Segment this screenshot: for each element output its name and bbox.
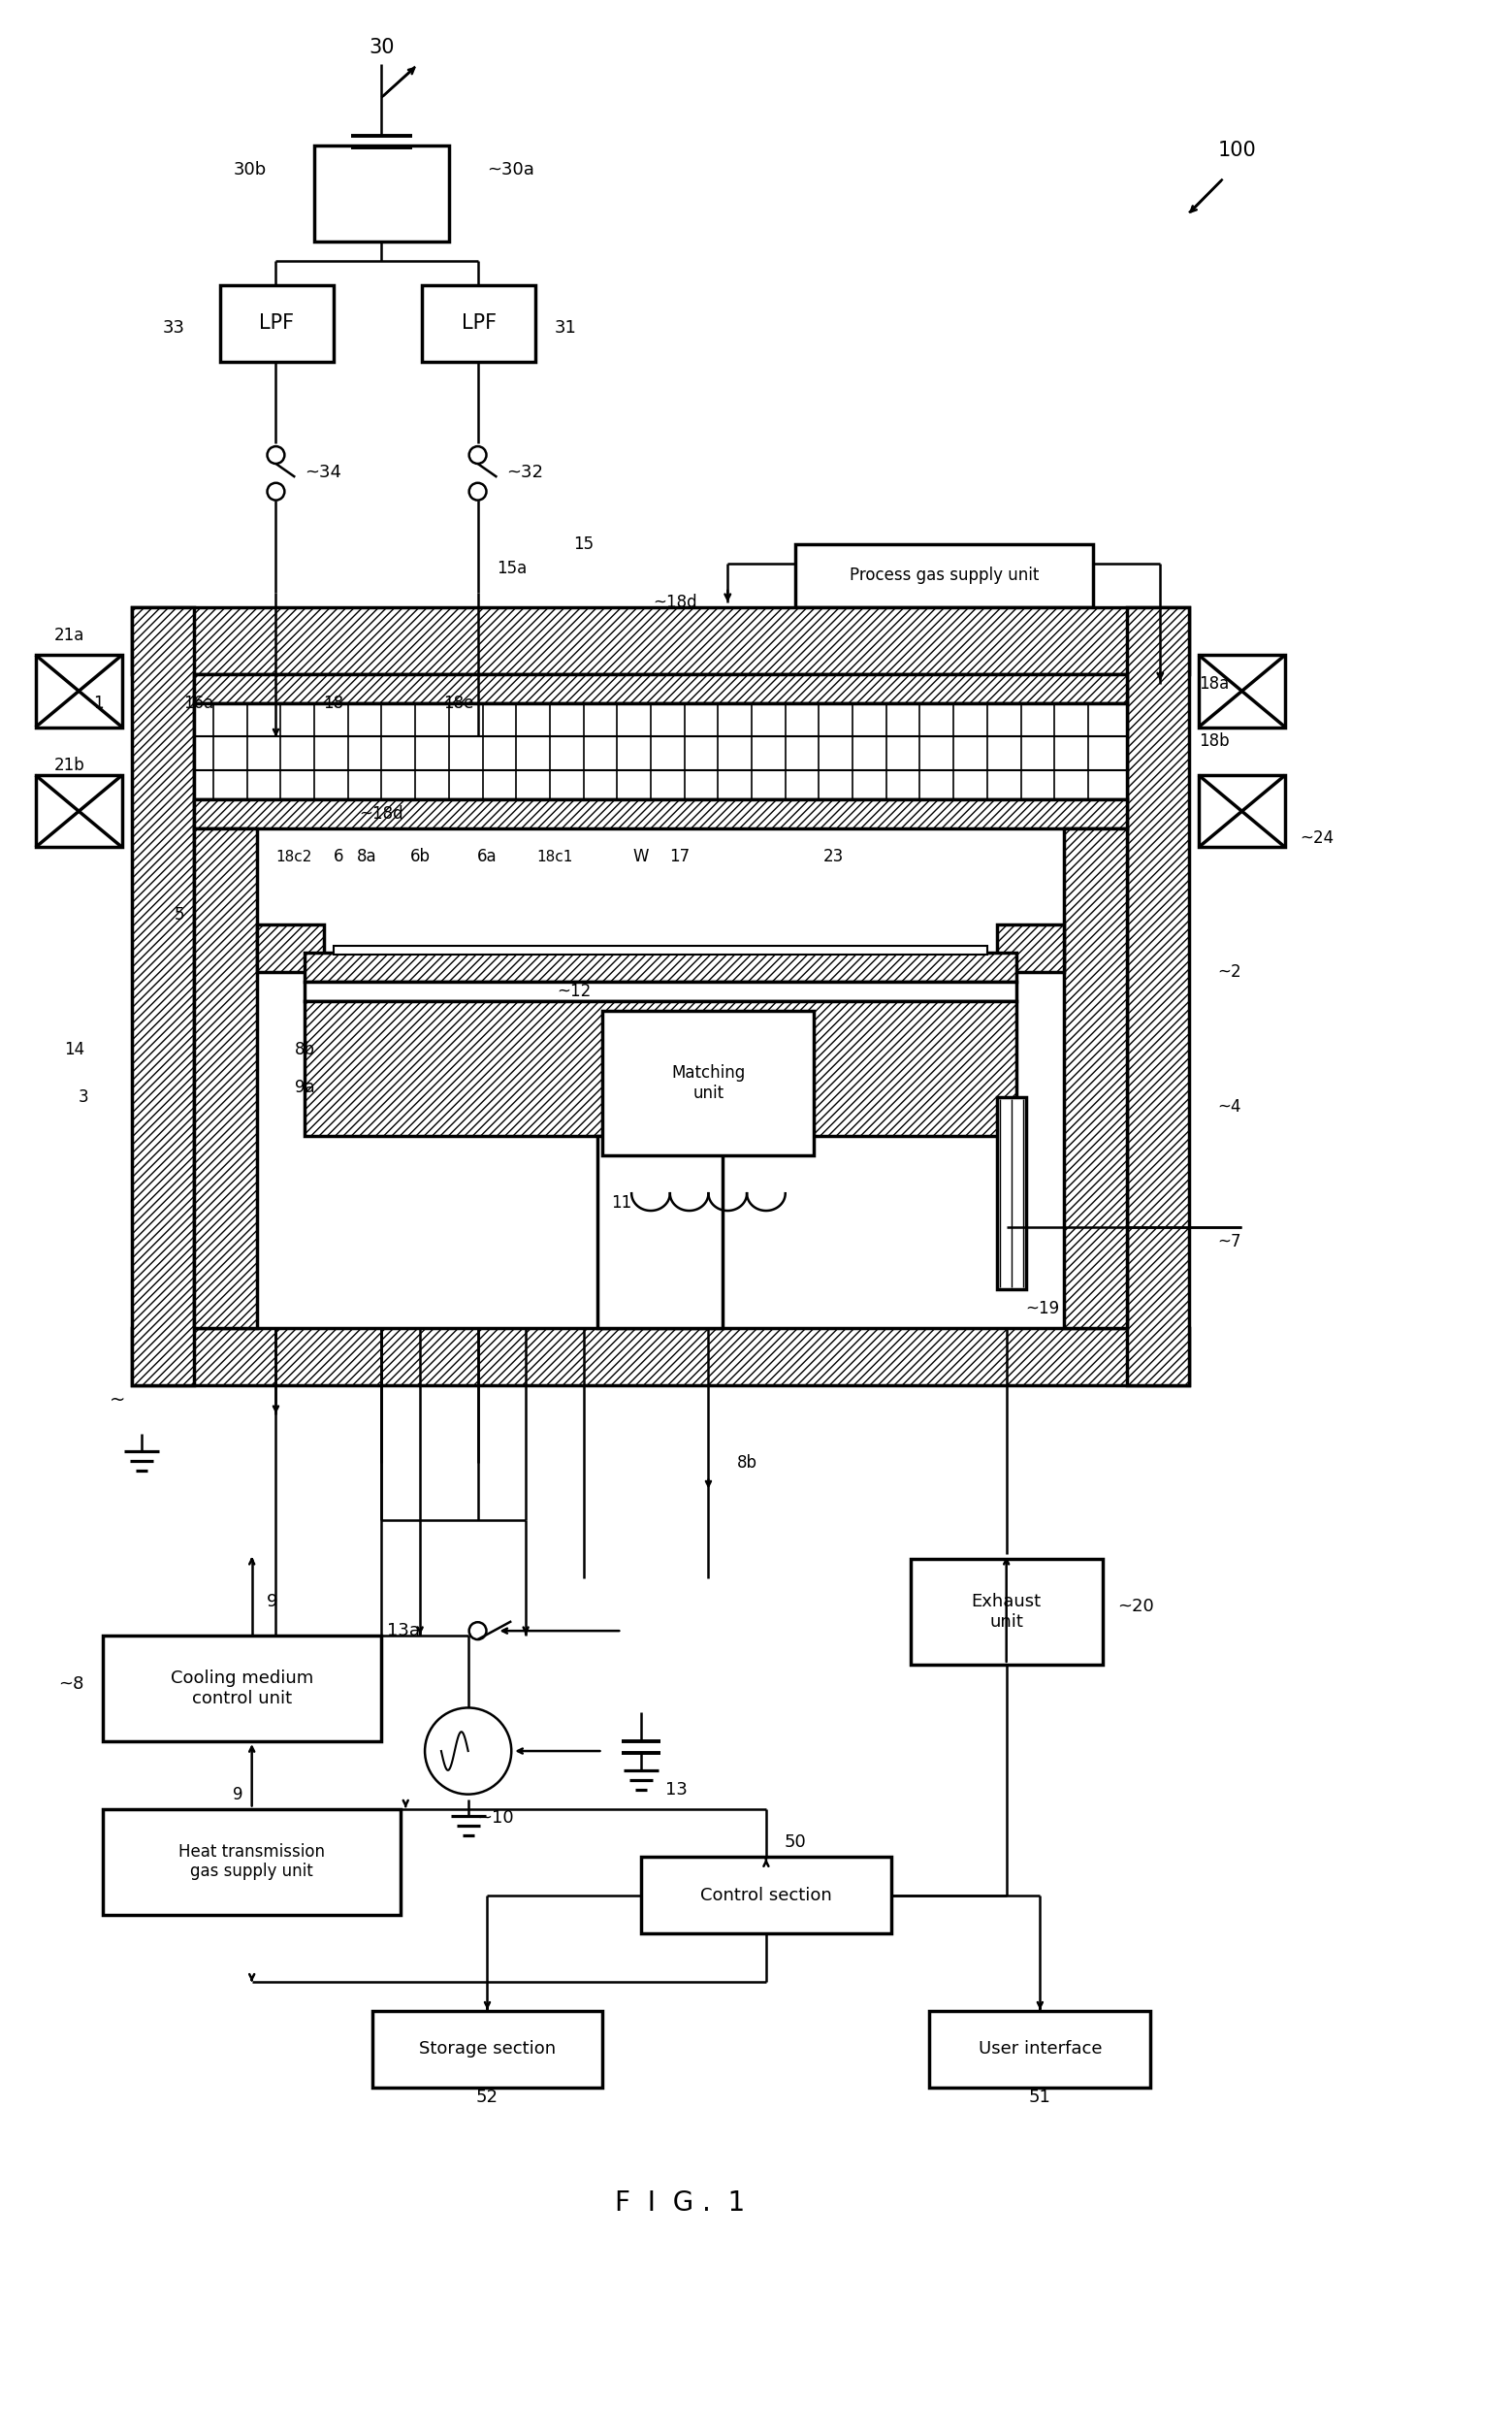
Text: Cooling medium
control unit: Cooling medium control unit: [171, 1670, 313, 1707]
Bar: [305, 953, 1016, 982]
Text: LPF: LPF: [461, 314, 496, 333]
Bar: [996, 1096, 1025, 1288]
Text: 8a: 8a: [357, 848, 376, 865]
Bar: [194, 703, 1126, 800]
Bar: [194, 673, 1126, 703]
Bar: [597, 1135, 723, 1327]
Text: 18b: 18b: [1199, 732, 1229, 751]
Bar: [305, 1002, 1016, 1135]
Bar: [1199, 775, 1285, 848]
Text: 18c1: 18c1: [537, 848, 573, 863]
Text: Exhaust
unit: Exhaust unit: [971, 1592, 1042, 1631]
Text: 1: 1: [92, 695, 103, 712]
Text: 52: 52: [476, 2088, 499, 2105]
Text: 50: 50: [783, 1833, 806, 1850]
Text: 18c2: 18c2: [275, 848, 311, 863]
Text: 14: 14: [64, 1040, 85, 1057]
Bar: [257, 829, 1064, 924]
Text: 8b: 8b: [738, 1454, 758, 1471]
Text: 9a: 9a: [295, 1079, 314, 1096]
Text: ~10: ~10: [478, 1809, 514, 1828]
Text: ~18d: ~18d: [653, 593, 697, 610]
Bar: [910, 1558, 1102, 1665]
Bar: [996, 924, 1064, 972]
Text: 3: 3: [79, 1089, 89, 1106]
Bar: [103, 1636, 381, 1741]
Bar: [305, 982, 1016, 1002]
Bar: [422, 284, 535, 362]
Text: ~30a: ~30a: [487, 160, 535, 177]
Text: Heat transmission
gas supply unit: Heat transmission gas supply unit: [178, 1843, 325, 1882]
Text: ~32: ~32: [507, 464, 543, 481]
Text: 21b: 21b: [54, 756, 85, 775]
Text: 18: 18: [324, 695, 343, 712]
Text: ~24: ~24: [1300, 829, 1334, 846]
Bar: [1199, 654, 1285, 727]
Text: ~: ~: [109, 1391, 125, 1410]
Text: ~34: ~34: [305, 464, 342, 481]
Bar: [132, 608, 194, 1386]
Text: 6a: 6a: [478, 848, 497, 865]
Text: 6b: 6b: [410, 848, 431, 865]
Text: ~18d: ~18d: [360, 805, 404, 822]
Text: 15: 15: [573, 535, 594, 554]
Text: ~7: ~7: [1217, 1233, 1241, 1250]
Bar: [257, 924, 324, 972]
Text: Matching
unit: Matching unit: [671, 1065, 745, 1101]
Text: ~4: ~4: [1217, 1099, 1241, 1116]
Bar: [930, 2010, 1151, 2088]
Bar: [36, 775, 122, 848]
Text: 13a: 13a: [387, 1621, 420, 1638]
Text: ~8: ~8: [57, 1675, 83, 1692]
Text: Process gas supply unit: Process gas supply unit: [850, 566, 1039, 583]
Text: 30b: 30b: [233, 160, 266, 177]
Text: 5: 5: [175, 907, 184, 924]
Bar: [641, 1857, 891, 1933]
Bar: [603, 1011, 813, 1155]
Text: 15a: 15a: [497, 559, 528, 576]
Bar: [1064, 829, 1126, 1327]
Text: 51: 51: [1030, 2088, 1051, 2105]
Text: 33: 33: [162, 318, 184, 338]
Text: 23: 23: [823, 848, 844, 865]
Text: 21a: 21a: [54, 627, 85, 644]
Bar: [334, 946, 987, 955]
Text: 6: 6: [333, 848, 343, 865]
Text: W: W: [634, 848, 649, 865]
Text: Storage section: Storage section: [419, 2040, 556, 2057]
Bar: [132, 1327, 1188, 1386]
Text: 100: 100: [1217, 141, 1256, 160]
Text: ~2: ~2: [1217, 963, 1241, 982]
Text: 13: 13: [665, 1782, 688, 1799]
Text: 18a: 18a: [1199, 676, 1229, 693]
Bar: [194, 829, 257, 1327]
Text: 17: 17: [670, 848, 689, 865]
Text: 30: 30: [369, 36, 395, 56]
Text: 9: 9: [233, 1784, 242, 1804]
Text: 11: 11: [612, 1194, 632, 1211]
Bar: [221, 284, 334, 362]
Text: ~19: ~19: [1025, 1301, 1060, 1318]
Bar: [1126, 608, 1188, 1386]
Text: F  I  G .  1: F I G . 1: [614, 2190, 745, 2217]
Text: 31: 31: [555, 318, 576, 338]
Text: 9: 9: [266, 1592, 277, 1612]
Bar: [36, 654, 122, 727]
Bar: [194, 800, 1126, 829]
Bar: [132, 608, 1188, 673]
Text: ~20: ~20: [1117, 1597, 1154, 1617]
Text: User interface: User interface: [978, 2040, 1102, 2057]
Bar: [103, 1809, 401, 1916]
Text: 18e: 18e: [443, 695, 473, 712]
Bar: [795, 545, 1093, 608]
Text: LPF: LPF: [260, 314, 295, 333]
Text: Control section: Control section: [700, 1886, 832, 1903]
Bar: [314, 146, 449, 241]
Text: 16a: 16a: [184, 695, 215, 712]
Text: 8b: 8b: [295, 1040, 314, 1057]
Bar: [372, 2010, 603, 2088]
Text: ~12: ~12: [556, 982, 591, 999]
